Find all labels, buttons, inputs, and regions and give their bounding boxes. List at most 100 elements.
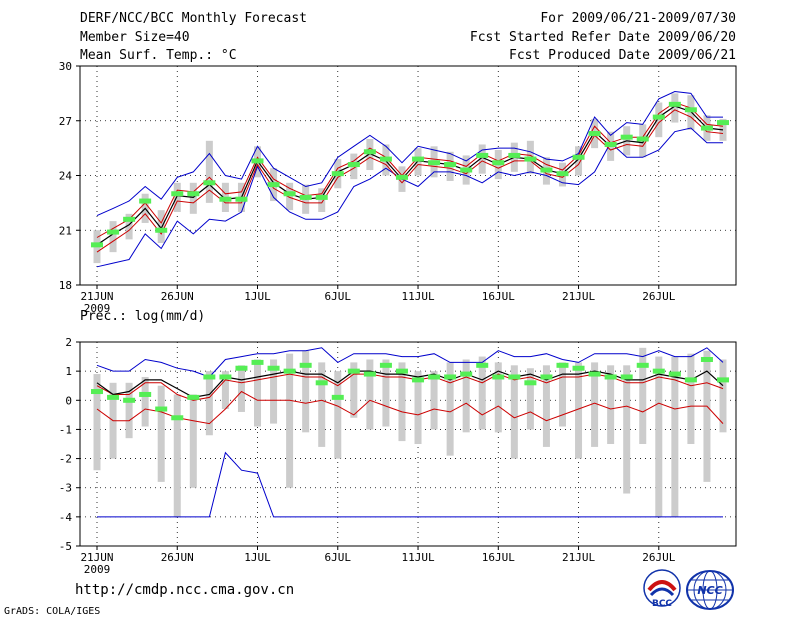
- prec-spread-box: [93, 374, 101, 471]
- prec-spread-box: [558, 362, 566, 427]
- prec-median-marker: [251, 359, 264, 365]
- temp-spread-box: [189, 182, 197, 214]
- temp-spread-box: [366, 139, 374, 171]
- ncc-logo-text: NCC: [697, 584, 722, 597]
- temp-spread-box: [687, 95, 695, 130]
- prec-spread-box: [318, 362, 326, 447]
- prec-median-marker: [139, 391, 152, 397]
- prec-spread-box: [575, 362, 583, 459]
- prec-median-marker: [572, 365, 585, 371]
- prec-median-marker: [620, 374, 633, 380]
- prec-spread-box: [414, 371, 422, 444]
- temp-median-marker: [620, 134, 633, 140]
- prec-spread-box: [366, 359, 374, 430]
- prec-spread-box: [623, 365, 631, 494]
- temp-xtick-label: 21JUL: [562, 290, 595, 303]
- prec-spread-box: [189, 394, 197, 488]
- temp-xtick-label: 11JUL: [401, 290, 434, 303]
- prec-ytick-label: -4: [59, 511, 73, 524]
- prec-median-marker: [444, 374, 457, 380]
- temp-spread-box: [414, 148, 422, 176]
- temp-median-marker: [379, 156, 392, 162]
- temp-median-marker: [444, 162, 457, 168]
- bcc-logo: BCC: [643, 569, 681, 609]
- prec-median-marker: [460, 371, 473, 377]
- prec-spread-box: [157, 385, 165, 482]
- prec-spread-box: [462, 359, 470, 433]
- temp-line-mean: [96, 105, 724, 246]
- temp-median-marker: [187, 191, 200, 197]
- prec-median-marker: [267, 365, 280, 371]
- prec-median-marker: [524, 380, 537, 386]
- temp-median-marker: [524, 156, 537, 162]
- temp-line-max: [96, 127, 723, 268]
- prec-median-marker: [107, 394, 120, 400]
- temp-median-marker: [331, 171, 344, 177]
- temp-spread-box: [318, 188, 326, 212]
- fcst-started-date: Fcst Started Refer Date 2009/06/20: [469, 30, 736, 45]
- temp-median-marker: [139, 198, 152, 204]
- prec-chart: -5 -4 -3 -2 -1 0 1 2 21JUN 26JUN 1JUL 6JUL 11JUL 16JU…: [59, 336, 737, 576]
- temp-spread-box: [173, 182, 181, 212]
- temp-xtick-label: 26JUL: [642, 290, 675, 303]
- temp-median-marker: [604, 141, 617, 147]
- prec-spread-box: [591, 362, 599, 447]
- prec-spread-box: [639, 347, 647, 444]
- fcst-produced-date: Fcst Produced Date 2009/06/21: [509, 48, 736, 63]
- temp-spread-box: [575, 146, 583, 176]
- prec-median-marker: [428, 374, 441, 380]
- prec-spread-box: [719, 359, 727, 433]
- prec-spread-box: [687, 353, 695, 444]
- prec-xtick-label: 1JUL: [244, 551, 271, 564]
- temp-line-min: [96, 90, 723, 217]
- prec-spread-box: [125, 382, 133, 439]
- ncc-logo: NCC: [686, 570, 734, 610]
- temp-spread-box: [109, 221, 117, 253]
- prec-median-marker: [636, 362, 649, 368]
- temp-median-marker: [556, 171, 569, 177]
- prec-spread-box: [526, 368, 534, 430]
- temp-median-marker: [283, 191, 296, 197]
- prec-median-marker: [412, 377, 425, 383]
- temp-line-upper: [96, 101, 724, 238]
- prec-spread-box: [398, 362, 406, 442]
- prec-line-lower: [96, 390, 724, 425]
- prec-spread-box: [350, 362, 358, 418]
- prec-ytick-label: -2: [59, 453, 72, 466]
- prec-line-mean: [96, 370, 724, 399]
- prec-line-min: [97, 451, 723, 518]
- temp-median-marker: [315, 194, 328, 200]
- prec-spread-box: [430, 371, 438, 430]
- temp-median-marker: [235, 196, 248, 202]
- temp-ytick-label: 30: [59, 60, 72, 73]
- prec-median-marker: [604, 374, 617, 380]
- prec-spread-box: [205, 371, 213, 436]
- temp-median-marker: [107, 229, 120, 235]
- temp-median-marker: [347, 162, 360, 168]
- prec-median-marker: [187, 394, 200, 400]
- prec-median-marker: [476, 362, 489, 368]
- prec-spread-box: [446, 362, 454, 456]
- bcc-logo-text: BCC: [652, 599, 672, 609]
- prec-median-marker: [219, 374, 232, 380]
- prec-spread-box: [510, 365, 518, 459]
- prec-median-marker: [556, 362, 569, 368]
- prec-median-marker: [508, 374, 521, 380]
- grads-credit: GrADS: COLA/IGES: [4, 606, 101, 617]
- prec-xtick-label: 21JUN: [80, 551, 113, 564]
- temp-median-marker: [412, 156, 425, 162]
- prec-ytick-label: -3: [59, 482, 72, 495]
- prec-median-marker: [315, 380, 328, 386]
- temp-spread-box: [157, 210, 165, 244]
- prec-median-marker: [91, 389, 103, 395]
- temp-median-marker: [540, 167, 553, 173]
- prec-median-marker: [652, 368, 665, 374]
- prec-median-marker: [299, 362, 312, 368]
- prec-median-marker: [363, 371, 376, 377]
- temp-median-marker: [572, 154, 585, 160]
- prec-median-marker: [395, 368, 408, 374]
- temp-xtick-label: 6JUL: [325, 290, 352, 303]
- temp-median-marker: [717, 120, 729, 126]
- prec-median-marker: [347, 368, 360, 374]
